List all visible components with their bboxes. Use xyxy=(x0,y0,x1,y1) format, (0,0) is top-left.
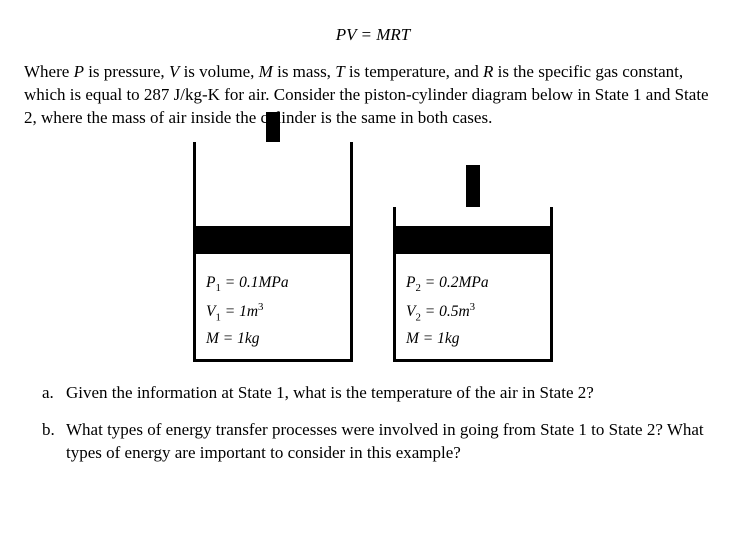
s1-V-sup: 3 xyxy=(258,301,263,313)
piston-bar-1 xyxy=(196,226,350,254)
s2-V-sup: 3 xyxy=(470,301,475,313)
intro-t4: is mass, xyxy=(273,62,335,81)
var-R: R xyxy=(483,62,493,81)
question-b: b. What types of energy transfer process… xyxy=(42,419,722,465)
state-2-values: P2 = 0.2MPa V2 = 0.5m3 M = 1kg xyxy=(396,254,550,359)
state1-M: M = 1kg xyxy=(206,326,340,352)
intro-paragraph: Where P is pressure, V is volume, M is m… xyxy=(24,61,722,130)
ideal-gas-equation: PV = MRT xyxy=(24,24,722,47)
state-1-values: P1 = 0.1MPa V1 = 1m3 M = 1kg xyxy=(196,254,350,359)
piston-diagram-row: P1 = 0.1MPa V1 = 1m3 M = 1kg P2 = 0.2MPa… xyxy=(24,142,722,362)
intro-t3: is volume, xyxy=(179,62,258,81)
var-T: T xyxy=(335,62,344,81)
state1-V: V1 = 1m3 xyxy=(206,298,340,327)
cylinder-state-2: P2 = 0.2MPa V2 = 0.5m3 M = 1kg xyxy=(393,207,553,362)
state1-P: P1 = 0.1MPa xyxy=(206,270,340,298)
question-list: a. Given the information at State 1, wha… xyxy=(24,382,722,465)
question-b-text: What types of energy transfer processes … xyxy=(66,419,722,465)
var-M: M xyxy=(259,62,273,81)
s1-V-val: = 1m xyxy=(221,303,258,320)
s2-M-label: M xyxy=(406,330,419,347)
question-a-letter: a. xyxy=(42,382,66,405)
state2-P: P2 = 0.2MPa xyxy=(406,270,540,298)
s2-V-val: = 0.5m xyxy=(421,303,470,320)
cylinder-1-outline: P1 = 0.1MPa V1 = 1m3 M = 1kg xyxy=(193,142,353,362)
var-P: P xyxy=(74,62,84,81)
cylinder-state-1: P1 = 0.1MPa V1 = 1m3 M = 1kg xyxy=(193,142,353,362)
s2-P-val: = 0.2MPa xyxy=(421,274,489,291)
s1-M-val: = 1kg xyxy=(219,330,260,347)
question-a-text: Given the information at State 1, what i… xyxy=(66,382,594,405)
piston-rod-1 xyxy=(266,112,280,142)
var-V: V xyxy=(169,62,179,81)
question-a: a. Given the information at State 1, wha… xyxy=(42,382,722,405)
state2-V: V2 = 0.5m3 xyxy=(406,298,540,327)
s1-M-label: M xyxy=(206,330,219,347)
s1-P-val: = 0.1MPa xyxy=(221,274,289,291)
intro-t5: is temperature, and xyxy=(345,62,483,81)
equation-text: PV = MRT xyxy=(336,25,410,44)
cylinder-2-outline: P2 = 0.2MPa V2 = 0.5m3 M = 1kg xyxy=(393,207,553,362)
piston-rod-2 xyxy=(466,165,480,207)
piston-bar-2 xyxy=(396,226,550,254)
s2-M-val: = 1kg xyxy=(419,330,460,347)
state2-M: M = 1kg xyxy=(406,326,540,352)
intro-t1: Where xyxy=(24,62,74,81)
intro-t2: is pressure, xyxy=(84,62,169,81)
question-b-letter: b. xyxy=(42,419,66,465)
